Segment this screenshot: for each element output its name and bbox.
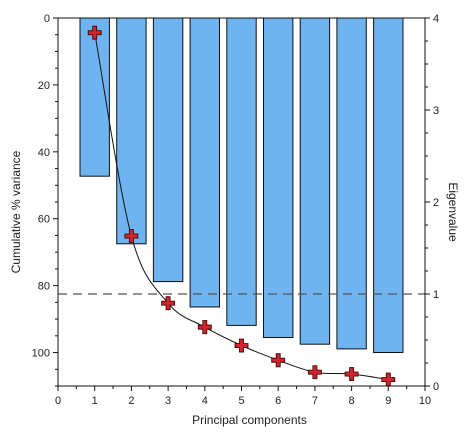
- bar-pc8: [336, 17, 367, 350]
- eigenvalue-marker-pc7: [307, 365, 322, 380]
- eigenvalue-marker-pc1: [87, 25, 102, 40]
- bar-pc2: [116, 17, 147, 245]
- right-tick-label: 0: [433, 381, 439, 393]
- eigenvalue-curve: [94, 32, 389, 381]
- x-tick-label: 6: [275, 395, 281, 407]
- right-tick-label: 1: [433, 289, 439, 301]
- x-tick-label: 9: [385, 395, 391, 407]
- left-tick-label: 20: [38, 80, 50, 92]
- eigenvalue-marker-pc2: [124, 229, 139, 243]
- x-tick-label: 1: [92, 395, 98, 407]
- bar-pc7: [299, 17, 331, 345]
- bar-pc5: [226, 17, 257, 326]
- left-tick-label: 100: [32, 348, 50, 360]
- bar-pc4: [189, 17, 221, 308]
- x-tick-label: 7: [312, 395, 318, 407]
- left-tick-label: 0: [44, 13, 50, 25]
- bar-pc3: [152, 17, 184, 283]
- bar-pc9: [373, 17, 404, 353]
- x-tick-label: 10: [419, 395, 431, 407]
- eigenvalue-marker-pc4: [197, 320, 212, 335]
- x-tick-label: 5: [238, 395, 244, 407]
- left-tick-label: 40: [38, 147, 50, 159]
- right-tick-label: 3: [433, 105, 439, 117]
- eigenvalue-marker-pc8: [344, 367, 359, 381]
- bar-group: [79, 17, 404, 353]
- eigenvalue-marker-pc9: [381, 372, 396, 387]
- x-tick-label: 8: [349, 395, 355, 407]
- x-tick-label: 2: [128, 395, 134, 407]
- bar-pc6: [263, 17, 294, 338]
- right-axis-title: Eigenvalue: [446, 182, 460, 242]
- eigenvalue-marker-pc6: [271, 353, 286, 368]
- left-tick-label: 60: [38, 214, 50, 226]
- eigenvalue-line-group: [87, 25, 396, 387]
- x-tick-label: 0: [55, 395, 61, 407]
- right-tick-label: 2: [433, 197, 439, 209]
- x-tick-label: 3: [165, 395, 171, 407]
- x-tick-label: 4: [202, 395, 208, 407]
- eigenvalue-marker-pc5: [234, 338, 249, 353]
- left-axis-title: Cumulative % variance: [9, 150, 23, 273]
- eigenvalue-marker-pc3: [161, 296, 176, 311]
- x-axis-title: Principal components: [192, 413, 307, 427]
- bar-pc1: [79, 17, 110, 177]
- right-tick-label: 4: [433, 13, 439, 25]
- left-tick-label: 80: [38, 281, 50, 293]
